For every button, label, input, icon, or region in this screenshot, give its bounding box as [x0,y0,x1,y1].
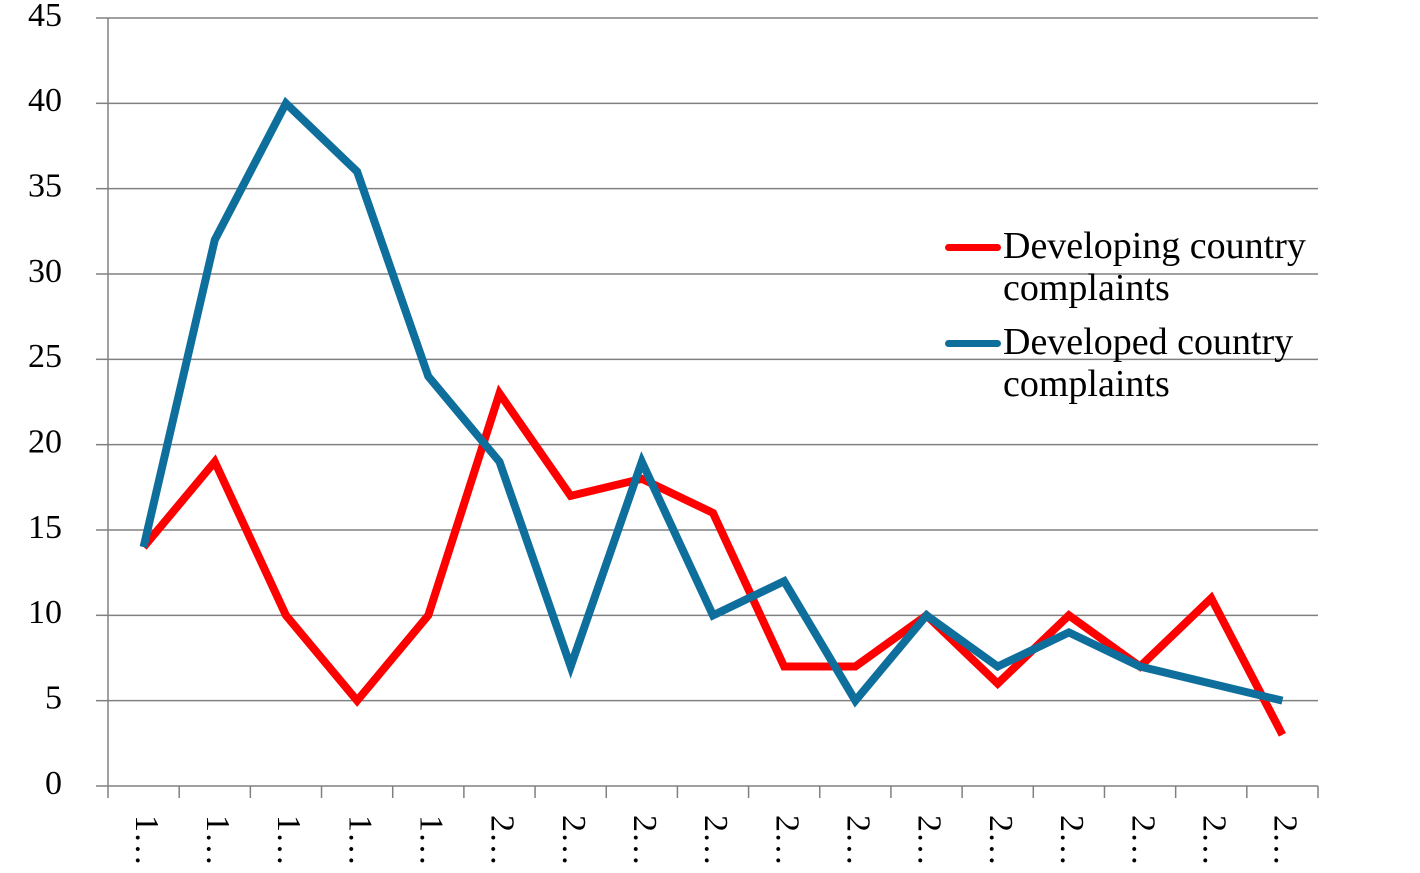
y-tick-label: 40 [28,82,62,119]
legend: Developing country complaints Developed c… [945,225,1415,417]
y-tick-label: 30 [28,253,62,290]
x-tick-label: 2… [911,815,948,866]
y-tick-label: 0 [45,765,62,802]
y-tick-label: 15 [28,509,62,546]
x-tick-label: 1… [270,815,307,866]
legend-label: Developing country complaints [1003,225,1306,309]
legend-swatch [945,244,1001,251]
legend-entry: Developed country complaints [945,321,1415,405]
x-tick-label: 1… [128,815,165,866]
series-line [140,384,1286,737]
x-tick-label: 1… [199,815,236,866]
y-tick-label: 10 [28,594,62,631]
x-tick-label: 2… [840,815,877,866]
x-tick-label: 2… [1053,815,1090,866]
x-tick-label: 2… [1124,815,1161,866]
x-tick-label: 1… [341,815,378,866]
legend-swatch [945,340,1001,347]
x-tick-label: 2… [982,815,1019,866]
series-line [139,96,1284,708]
legend-entry: Developing country complaints [945,225,1415,309]
x-tick-label: 2… [697,815,734,866]
y-tick-label: 35 [28,167,62,204]
legend-label: Developed country complaints [1003,321,1294,405]
x-tick-label: 2… [484,815,521,866]
x-tick-label: 2… [1267,815,1304,866]
x-tick-label: 2… [626,815,663,866]
x-tick-label: 2… [768,815,805,866]
y-tick-label: 45 [28,0,62,34]
y-tick-label: 20 [28,423,62,460]
x-tick-label: 2… [555,815,592,866]
x-tick-label: 1… [412,815,449,866]
x-tick-label: 2… [1195,815,1232,866]
y-tick-label: 25 [28,338,62,375]
y-tick-label: 5 [45,679,62,716]
